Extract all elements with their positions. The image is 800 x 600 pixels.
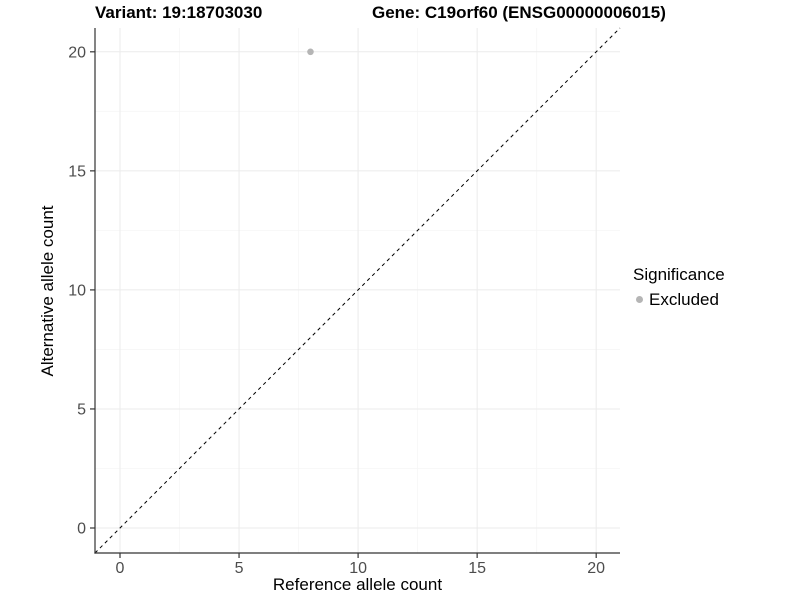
data-point — [307, 48, 314, 56]
x-axis-title: Reference allele count — [272, 575, 443, 594]
legend-item-label: Excluded — [649, 290, 719, 309]
y-tick-label: 5 — [77, 401, 86, 418]
x-tick-label: 5 — [235, 560, 244, 577]
y-axis-title: Alternative allele count — [38, 205, 57, 377]
identity-dashed-line — [94, 27, 621, 554]
x-tick-label: 10 — [349, 560, 367, 577]
legend-item-excluded: Excluded — [633, 290, 725, 309]
y-tick-label: 15 — [68, 163, 86, 180]
legend-title: Significance — [633, 265, 725, 284]
legend: Significance Excluded — [633, 264, 725, 309]
x-tick-label: 20 — [587, 560, 605, 577]
y-tick-label: 10 — [68, 282, 86, 299]
y-tick-label: 20 — [68, 44, 86, 61]
gene-title: Gene: C19orf60 (ENSG00000006015) — [372, 3, 666, 22]
legend-key-dot — [636, 296, 643, 303]
x-tick-label: 0 — [116, 560, 125, 577]
x-tick-label: 15 — [468, 560, 486, 577]
variant-title: Variant: 19:18703030 — [95, 3, 263, 22]
y-tick-label: 0 — [77, 521, 86, 538]
